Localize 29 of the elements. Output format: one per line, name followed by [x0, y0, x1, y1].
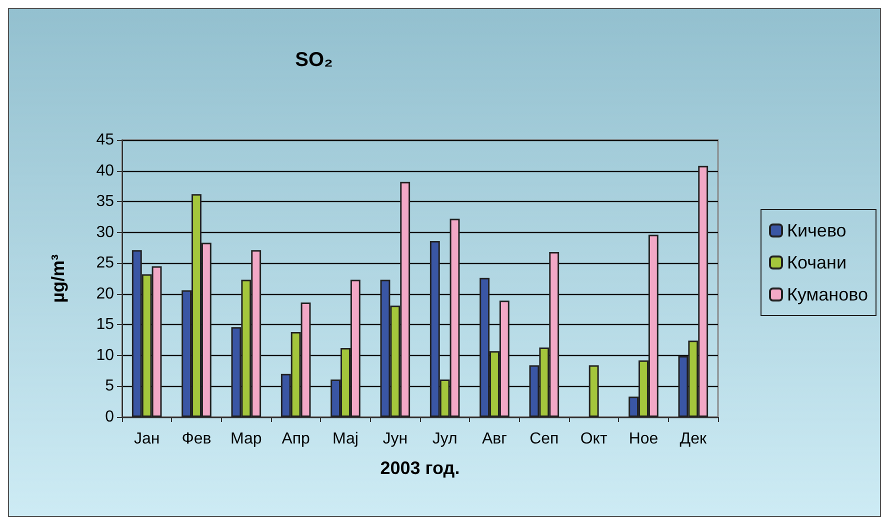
x-axis-title: 2003 год. — [380, 458, 460, 478]
x-tick-label: Дек — [680, 430, 708, 448]
y-tick-label: 35 — [96, 193, 114, 210]
chart-title: SO₂ — [295, 49, 333, 71]
x-tick-label: Мар — [230, 430, 262, 448]
y-tick-label: 25 — [96, 254, 114, 272]
y-tick-label: 5 — [105, 378, 114, 395]
legend-label: Кочани — [787, 252, 846, 272]
x-tick-label: Мај — [332, 430, 358, 448]
x-tick-label: Фев — [182, 430, 212, 448]
y-tick-label: 45 — [96, 132, 114, 148]
y-tick-label: 30 — [96, 224, 114, 241]
x-tick-label: Сеп — [530, 430, 559, 448]
x-tick-label: Апр — [282, 430, 310, 448]
y-tick-label: 10 — [96, 346, 114, 364]
bar — [588, 365, 599, 417]
x-tick-label: Ное — [628, 430, 658, 448]
y-tick-label: 0 — [105, 408, 114, 426]
legend-label: Куманово — [787, 284, 868, 304]
legend-label: Кичево — [787, 220, 846, 240]
x-tick-label: Јун — [382, 430, 408, 448]
y-axis-title: µg/m³ — [48, 254, 68, 303]
x-tick-label: Авг — [482, 430, 508, 448]
x-tick-label: Јул — [432, 430, 458, 448]
x-tick-label: Окт — [580, 430, 608, 448]
y-tick-label: 20 — [96, 285, 114, 302]
y-tick-label: 15 — [96, 316, 114, 334]
x-tick-label: Јан — [134, 430, 160, 448]
y-tick-label: 40 — [96, 162, 114, 180]
